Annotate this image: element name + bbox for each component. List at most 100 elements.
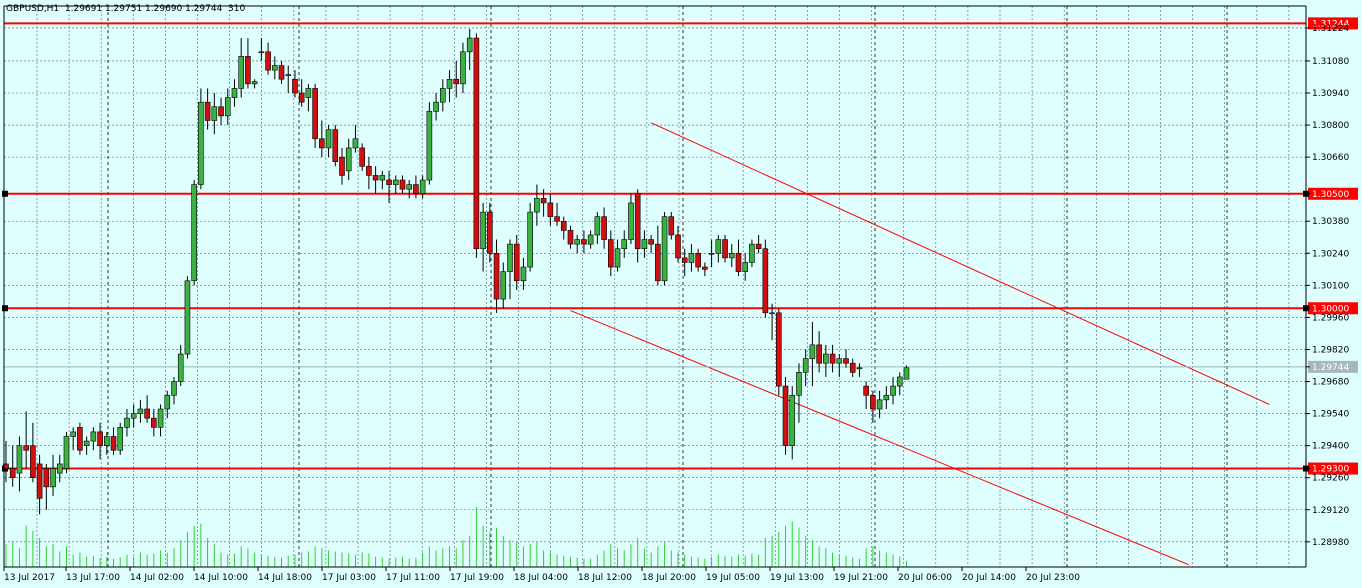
candle-body-bearish xyxy=(292,78,298,94)
level-price-tag xyxy=(1308,187,1358,200)
time-tick-label: 13 Jul 17:00 xyxy=(66,573,120,583)
time-tick-label: 14 Jul 18:00 xyxy=(258,573,312,583)
price-axis: 1.31224 1.31080 1.30940 1.30800 1.30660 1.303… xyxy=(1306,24,1349,548)
candle-body-bullish xyxy=(876,399,883,410)
time-axis: 13 Jul 2017 13 Jul 17:00 14 Jul 02:00 14 Ju… xyxy=(3,567,1080,583)
candle-body-bullish xyxy=(641,239,648,250)
price-tick-label: 1.29540 xyxy=(1312,410,1349,420)
axes xyxy=(3,5,1307,568)
candle-body-bearish xyxy=(782,385,789,446)
candle-body-bullish xyxy=(305,88,312,98)
time-tick-label: 17 Jul 11:00 xyxy=(386,573,440,583)
time-tick-label: 17 Jul 19:00 xyxy=(450,573,504,583)
candle-body-bearish xyxy=(560,220,567,231)
candle-body-bullish xyxy=(769,312,775,315)
time-tick-label: 19 Jul 05:00 xyxy=(706,573,760,583)
trend-lines xyxy=(570,122,1270,566)
price-tick-label: 1.31224 xyxy=(1312,24,1349,34)
candle-body-bullish xyxy=(903,367,910,380)
candle-body-bearish xyxy=(755,243,762,250)
time-tick-label: 20 Jul 14:00 xyxy=(962,573,1016,583)
candle-body-bearish xyxy=(668,216,675,236)
candle-body-bullish xyxy=(742,262,749,272)
symbol-info-label: GBPUSD,H1 1.29691 1.29751 1.29690 1.2974… xyxy=(6,4,246,14)
candle-body-bullish xyxy=(809,344,816,359)
candle-body-bullish xyxy=(184,280,191,355)
candle-body-bullish xyxy=(802,358,809,373)
candle-body-bullish xyxy=(211,106,218,121)
candle-body-bullish xyxy=(439,88,446,103)
candle-body-bullish xyxy=(594,216,601,236)
candle-body-bullish xyxy=(688,252,695,263)
candle-body-bearish xyxy=(735,252,742,272)
candle-body-bullish xyxy=(883,394,890,401)
candle-body-bullish xyxy=(137,408,144,414)
candle-body-bullish xyxy=(130,413,137,419)
candle-body-bullish xyxy=(124,417,130,428)
candle-body-bullish xyxy=(715,239,722,254)
candle-body-bullish xyxy=(534,198,540,213)
grid xyxy=(4,6,1306,567)
candle-body-bullish xyxy=(271,65,278,71)
candle-body-bullish xyxy=(507,243,513,272)
candle-body-bullish xyxy=(796,372,802,396)
candle-body-bullish xyxy=(379,175,386,181)
volume-bars xyxy=(5,507,907,567)
candle-body-bullish xyxy=(856,367,863,370)
period-separators xyxy=(107,6,1228,567)
price-tick-label: 1.29400 xyxy=(1312,442,1349,452)
candle-body-bearish xyxy=(359,147,365,167)
candle-body-bullish xyxy=(823,353,829,364)
candle-body-bearish xyxy=(816,344,822,364)
candle-body-bearish xyxy=(547,202,554,217)
candle-body-bullish xyxy=(392,179,399,185)
candle-body-bearish xyxy=(540,198,547,204)
price-tick-label: 1.29680 xyxy=(1312,378,1349,388)
time-tick-label: 19 Jul 13:00 xyxy=(770,573,824,583)
candle-body-bullish xyxy=(198,101,204,185)
candle-body-bearish xyxy=(77,427,83,451)
candle-body-bearish xyxy=(399,179,406,190)
candle-body-bullish xyxy=(480,211,486,250)
candle-body-bullish xyxy=(258,51,265,54)
price-tick-label: 1.30800 xyxy=(1312,121,1349,131)
candle-body-bullish xyxy=(164,394,171,410)
level-handle-left xyxy=(2,305,8,312)
time-tick-label: 18 Jul 04:00 xyxy=(514,573,568,583)
candle-body-bullish xyxy=(426,111,433,181)
candle-body-bullish xyxy=(520,266,527,282)
candle-body-bearish xyxy=(453,78,460,85)
candle-body-bullish xyxy=(446,78,453,89)
candle-body-bearish xyxy=(319,138,325,149)
current-price-tag xyxy=(1308,360,1358,373)
candle-body-bullish xyxy=(231,88,238,98)
candle-body-bullish xyxy=(117,427,124,451)
price-tick-label: 1.31080 xyxy=(1312,57,1349,67)
price-tick-label: 1.30240 xyxy=(1312,249,1349,259)
candle-body-bullish xyxy=(661,216,668,282)
candle-body-bearish xyxy=(581,239,587,245)
candle-body-bearish xyxy=(554,216,560,222)
candle-body-bearish xyxy=(675,234,681,259)
candle-body-bearish xyxy=(487,211,493,254)
candle-body-bearish xyxy=(366,165,372,176)
candle-body-bearish xyxy=(695,252,701,268)
candle-body-bearish xyxy=(151,417,157,428)
candle-body-bullish xyxy=(728,252,735,259)
candle-body-bullish xyxy=(587,234,594,245)
candle-body-bearish xyxy=(567,230,574,245)
candle-body-bearish xyxy=(607,239,614,268)
candle-body-bullish xyxy=(238,56,244,89)
price-tick-label: 1.29820 xyxy=(1312,345,1349,355)
candle-body-bearish xyxy=(36,463,43,499)
level-price-tag xyxy=(1308,462,1358,475)
candle-body-bearish xyxy=(681,257,688,263)
candle-body-bearish xyxy=(204,101,211,121)
candle-body-bullish xyxy=(789,394,796,446)
level-price-label: 1.31244 xyxy=(1312,19,1349,29)
candle-body-bearish xyxy=(648,239,654,245)
price-tick-label: 1.29960 xyxy=(1312,313,1349,323)
candle-body-bullish xyxy=(70,431,76,437)
